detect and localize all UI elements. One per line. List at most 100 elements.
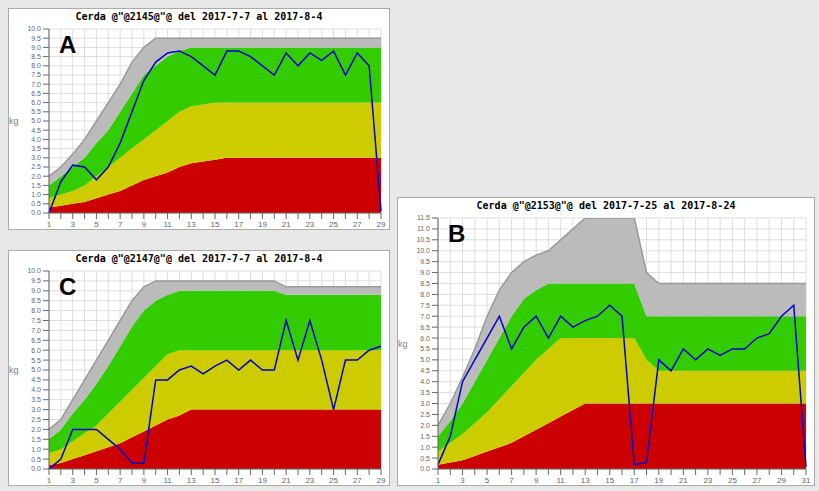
svg-text:29: 29 [777,476,786,485]
svg-text:8.0: 8.0 [31,62,41,69]
svg-text:23: 23 [703,476,712,485]
svg-text:11: 11 [557,476,566,485]
svg-text:17: 17 [234,476,243,485]
svg-text:25: 25 [728,476,737,485]
svg-text:3.5: 3.5 [31,145,41,152]
svg-text:13: 13 [187,220,196,229]
svg-text:1.0: 1.0 [31,191,41,198]
svg-text:3: 3 [460,476,465,485]
svg-text:15: 15 [211,476,220,485]
svg-text:10.5: 10.5 [416,236,430,243]
svg-text:1.0: 1.0 [420,444,430,451]
svg-text:3.0: 3.0 [31,406,41,413]
svg-text:3: 3 [70,476,75,485]
svg-text:5.0: 5.0 [420,356,430,363]
svg-text:31: 31 [802,476,811,485]
svg-text:2.5: 2.5 [31,416,41,423]
svg-text:6.0: 6.0 [420,335,430,342]
svg-text:4.0: 4.0 [31,386,41,393]
svg-text:7.5: 7.5 [420,302,430,309]
svg-text:29: 29 [377,220,386,229]
svg-text:11.5: 11.5 [417,214,430,221]
svg-text:0.5: 0.5 [31,200,41,207]
svg-text:9.0: 9.0 [420,269,430,276]
svg-text:17: 17 [630,476,639,485]
svg-text:8.0: 8.0 [31,307,41,314]
svg-text:4.0: 4.0 [420,378,430,385]
svg-text:6.5: 6.5 [31,90,41,97]
svg-text:21: 21 [282,476,291,485]
svg-text:2.5: 2.5 [31,163,41,170]
svg-text:10.0: 10.0 [27,267,41,274]
svg-text:8.5: 8.5 [420,280,430,287]
svg-text:8.5: 8.5 [31,297,41,304]
svg-text:7: 7 [118,220,123,229]
svg-text:5.5: 5.5 [420,345,430,352]
svg-text:9.5: 9.5 [31,35,41,42]
svg-text:6.0: 6.0 [31,347,41,354]
svg-text:6.0: 6.0 [31,99,41,106]
svg-text:5: 5 [485,476,490,485]
svg-text:kg: kg [398,339,408,349]
svg-text:19: 19 [654,476,663,485]
svg-text:9: 9 [142,476,147,485]
svg-text:8.0: 8.0 [420,291,430,298]
svg-text:19: 19 [258,220,267,229]
svg-text:23: 23 [305,476,314,485]
svg-text:0.5: 0.5 [31,456,41,463]
svg-text:3: 3 [70,220,75,229]
svg-text:21: 21 [679,476,688,485]
svg-text:9: 9 [534,476,539,485]
svg-text:1: 1 [436,476,441,485]
svg-text:7.5: 7.5 [31,317,41,324]
svg-text:5: 5 [94,220,99,229]
svg-text:8.5: 8.5 [31,53,41,60]
svg-text:15: 15 [605,476,614,485]
svg-text:5: 5 [94,476,99,485]
svg-text:2.0: 2.0 [420,422,430,429]
svg-text:2.0: 2.0 [31,426,41,433]
svg-text:0.0: 0.0 [31,465,41,472]
svg-text:11: 11 [163,476,172,485]
svg-text:3.5: 3.5 [420,389,430,396]
svg-text:6.5: 6.5 [31,337,41,344]
svg-text:5.0: 5.0 [31,117,41,124]
svg-text:9.0: 9.0 [31,287,41,294]
svg-text:9.5: 9.5 [31,277,41,284]
svg-text:3.5: 3.5 [31,396,41,403]
svg-text:17: 17 [234,220,243,229]
svg-text:kg: kg [9,116,19,126]
svg-text:10.0: 10.0 [416,247,430,254]
svg-text:7: 7 [118,476,123,485]
svg-text:27: 27 [353,476,362,485]
svg-text:25: 25 [329,476,338,485]
svg-text:0.0: 0.0 [31,209,41,216]
svg-text:2.5: 2.5 [420,411,430,418]
svg-text:1: 1 [47,220,52,229]
svg-text:4.0: 4.0 [31,136,41,143]
svg-text:4.5: 4.5 [420,367,430,374]
svg-text:3.0: 3.0 [31,154,41,161]
svg-text:7: 7 [509,476,514,485]
svg-text:5.5: 5.5 [31,108,41,115]
svg-text:5.5: 5.5 [31,357,41,364]
svg-text:kg: kg [9,365,19,375]
svg-text:27: 27 [353,220,362,229]
svg-text:6.5: 6.5 [420,324,430,331]
svg-text:2.0: 2.0 [31,173,41,180]
svg-text:7.0: 7.0 [31,327,41,334]
svg-text:29: 29 [377,476,386,485]
svg-text:21: 21 [282,220,291,229]
svg-text:15: 15 [211,220,220,229]
svg-text:1: 1 [47,476,52,485]
svg-text:10.0: 10.0 [27,25,41,32]
svg-text:23: 23 [305,220,314,229]
svg-text:27: 27 [752,476,761,485]
svg-text:7.0: 7.0 [31,81,41,88]
svg-text:4.5: 4.5 [31,127,41,134]
svg-text:9.0: 9.0 [31,44,41,51]
svg-text:5.0: 5.0 [31,366,41,373]
svg-text:11.0: 11.0 [417,225,430,232]
svg-text:1.5: 1.5 [31,182,41,189]
svg-text:1.0: 1.0 [31,446,41,453]
